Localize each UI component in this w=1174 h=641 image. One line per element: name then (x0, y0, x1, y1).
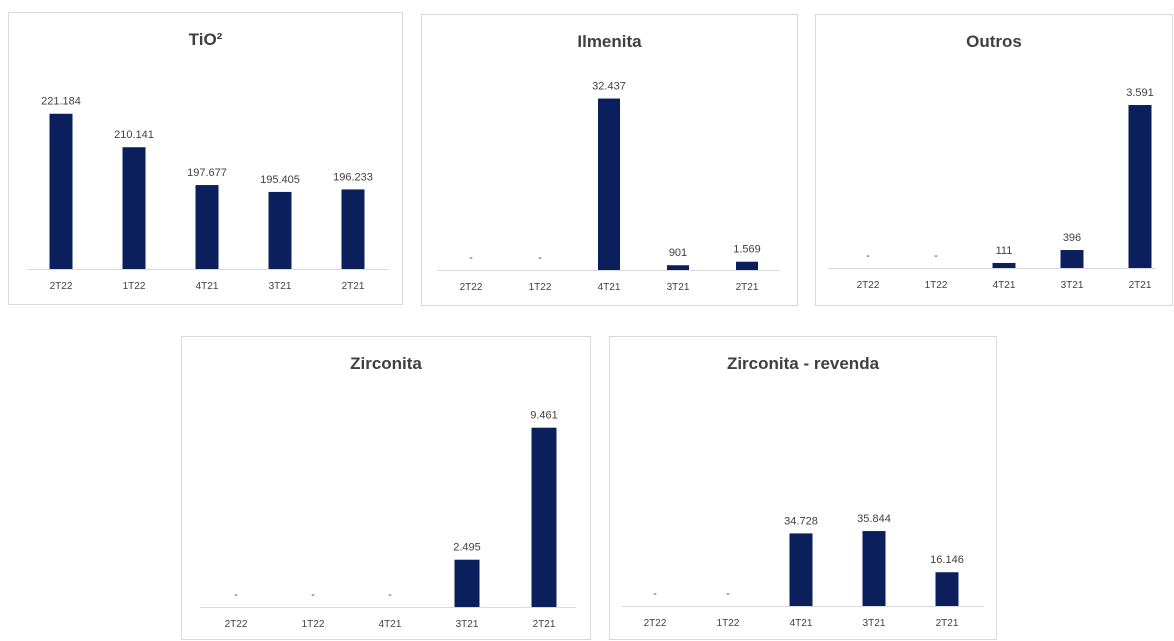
chart-title: Zirconita - revenda (726, 354, 880, 373)
bar (1128, 105, 1152, 268)
bar (736, 261, 758, 270)
bar (122, 147, 146, 269)
data-label: 111 (996, 245, 1013, 257)
bar (667, 265, 689, 270)
chart-panel-outros: Outros - 2T22 - 1T22 111 4T21 396 3T21 3.591 2T21 (815, 14, 1173, 306)
bar (862, 531, 886, 606)
data-label: - (653, 588, 657, 600)
data-label: - (934, 250, 938, 262)
chart-svg: - 2T22 - 1T22 32.437 4T21 901 3T21 1.569 2T21 (437, 81, 780, 293)
chart-svg: - 2T22 - 1T22 111 4T21 396 3T21 3.591 2T21 (828, 87, 1156, 291)
x-tick-label: 4T21 (790, 618, 813, 629)
chart-title: TiO² (188, 30, 223, 49)
x-tick-label: 2T21 (342, 281, 365, 292)
bar (195, 185, 219, 269)
bar (935, 572, 959, 606)
x-tick-label: 1T22 (717, 618, 740, 629)
data-label: - (726, 588, 730, 600)
data-label: - (866, 250, 870, 262)
bar (1060, 250, 1084, 268)
chart-svg: - 2T22 - 1T22 - 4T21 2.495 3T21 9.461 2T21 (200, 410, 576, 630)
chart-title: Outros (966, 32, 1022, 51)
x-tick-label: 4T21 (196, 281, 219, 292)
x-tick-label: 1T22 (123, 281, 146, 292)
bar (789, 533, 813, 606)
chart-title: Zirconita (350, 354, 422, 373)
bar (268, 191, 292, 269)
chart-panel-tio2: TiO² 221.184 2T22 210.141 1T22 197.677 4T21 19… (8, 12, 403, 305)
x-tick-label: 1T22 (529, 282, 552, 293)
x-tick-label: 1T22 (925, 280, 948, 291)
data-label: 35.844 (857, 513, 891, 525)
x-tick-label: 2T21 (936, 618, 959, 629)
bar (341, 189, 365, 269)
bar (598, 98, 620, 270)
x-tick-label: 2T22 (460, 282, 483, 293)
x-tick-label: 4T21 (993, 280, 1016, 291)
x-tick-label: 2T22 (857, 280, 880, 291)
chart-svg: 221.184 2T22 210.141 1T22 197.677 4T21 195.405… (27, 96, 389, 292)
x-tick-label: 2T22 (50, 281, 73, 292)
data-label: 16.146 (930, 554, 964, 566)
chart-panel-zirconita: Zirconita - 2T22 - 1T22 - 4T21 2.495 3T21 9.461 2… (181, 336, 591, 640)
data-label: 2.495 (453, 542, 481, 554)
chart-svg: - 2T22 - 1T22 34.728 4T21 35.844 3T21 16.146 2T21 (622, 513, 984, 629)
x-tick-label: 4T21 (379, 619, 402, 630)
x-tick-label: 3T21 (456, 619, 479, 630)
data-label: 210.141 (114, 129, 154, 141)
x-tick-label: 1T22 (302, 619, 325, 630)
bar (454, 559, 480, 607)
x-tick-label: 3T21 (269, 281, 292, 292)
data-label: 195.405 (260, 174, 300, 186)
chart-panel-zirconita-revenda: Zirconita - revenda - 2T22 - 1T22 34.728 4T21… (609, 336, 997, 640)
data-label: - (388, 589, 392, 601)
x-tick-label: 3T21 (1061, 280, 1084, 291)
bar (992, 262, 1016, 268)
x-tick-label: 3T21 (863, 618, 886, 629)
data-label: 196.233 (333, 171, 373, 183)
data-label: 34.728 (784, 515, 818, 527)
x-tick-label: 2T21 (533, 619, 556, 630)
data-label: 221.184 (41, 96, 81, 108)
data-label: - (469, 252, 473, 264)
x-tick-label: 3T21 (667, 282, 690, 293)
x-tick-label: 2T21 (736, 282, 759, 293)
data-label: - (538, 252, 542, 264)
data-label: - (311, 589, 315, 601)
x-tick-label: 2T22 (225, 619, 248, 630)
data-label: 9.461 (530, 410, 558, 422)
data-label: 197.677 (187, 167, 227, 179)
x-tick-label: 4T21 (598, 282, 621, 293)
data-label: 901 (669, 247, 687, 259)
data-label: 396 (1063, 232, 1081, 244)
chart-title: Ilmenita (577, 32, 642, 51)
data-label: 32.437 (592, 81, 626, 93)
bar (531, 427, 557, 607)
data-label: 3.591 (1126, 87, 1154, 99)
chart-panel-ilmenita: Ilmenita - 2T22 - 1T22 32.437 4T21 901 3T21 1.56… (421, 14, 798, 306)
bar (49, 113, 73, 269)
data-label: - (234, 589, 238, 601)
x-tick-label: 2T22 (644, 618, 667, 629)
data-label: 1.569 (733, 244, 761, 256)
x-tick-label: 2T21 (1129, 280, 1152, 291)
